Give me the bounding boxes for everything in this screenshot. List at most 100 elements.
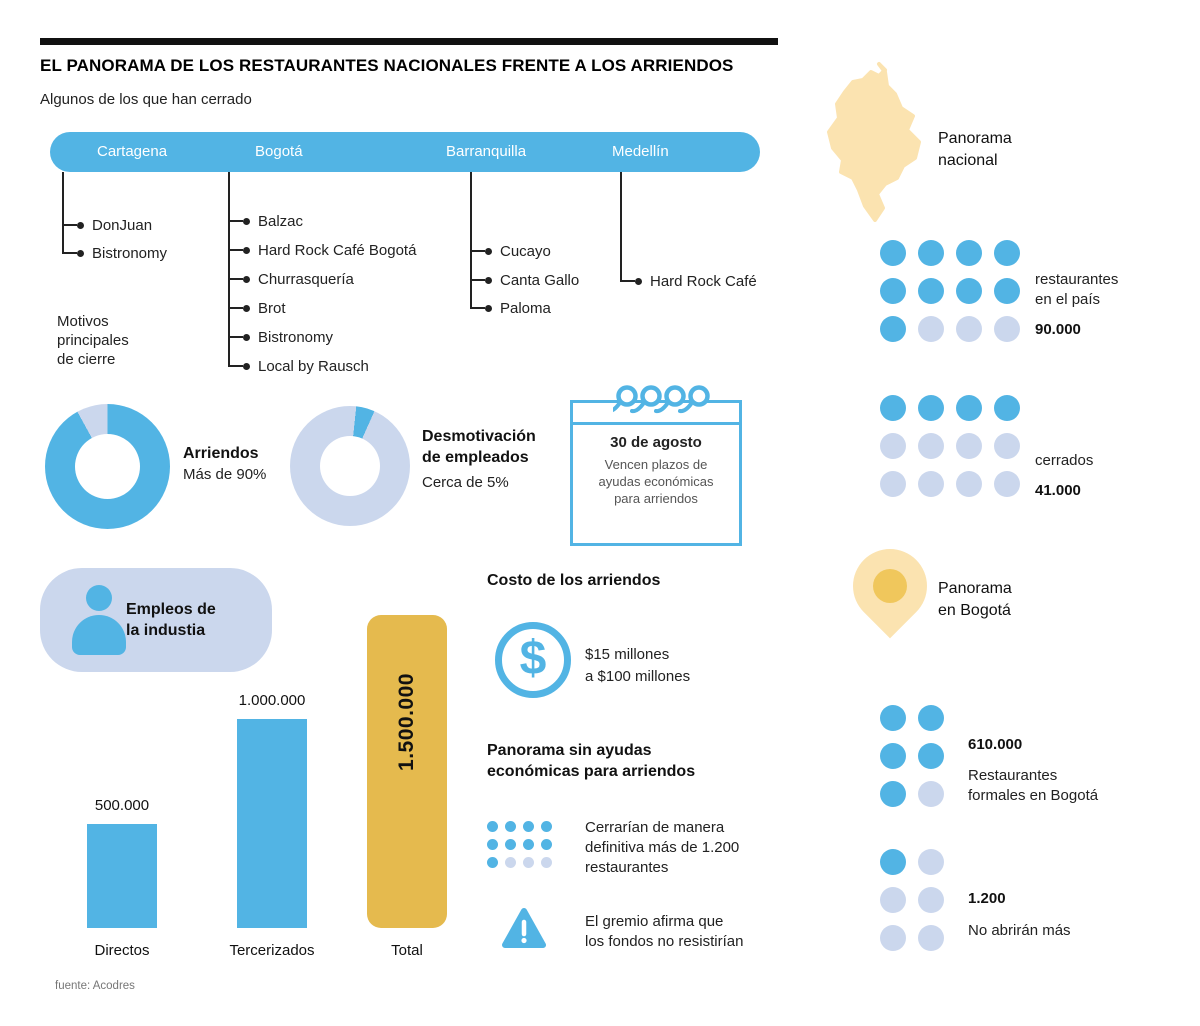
tree-connector	[620, 172, 622, 282]
closed-restaurant-item: Hard Rock Café	[620, 272, 757, 290]
bar-value-label: 500.000	[94, 797, 150, 814]
pictogram-dot	[880, 925, 906, 951]
motivos-heading: Motivos principales de cierre	[57, 313, 129, 368]
restaurantes-pais-label: restaurantes en el país	[1035, 271, 1119, 308]
tree-tick-line	[470, 279, 485, 281]
source-credit: fuente: Acodres	[55, 980, 135, 992]
closed-restaurant-name: Brot	[258, 299, 286, 317]
closed-restaurant-item: Bistronomy	[228, 328, 333, 346]
bullet-icon	[77, 221, 84, 229]
bar-directos	[87, 824, 157, 928]
bullet-icon	[243, 304, 250, 312]
calendar-card: 30 de agosto Vencen plazos de ayudas eco…	[570, 385, 742, 546]
calendar-rings-icon	[613, 385, 710, 414]
closed-restaurant-item: Paloma	[470, 299, 551, 317]
bullet-icon	[485, 276, 492, 284]
pictogram-dot	[523, 839, 534, 850]
bullet-icon	[243, 217, 250, 225]
pictogram-dot	[956, 471, 982, 497]
map-pin-icon	[837, 533, 943, 639]
bar-total: 1.500.000	[367, 615, 447, 928]
closed-restaurant-name: Hard Rock Café	[650, 272, 757, 290]
tree-connector	[228, 172, 230, 367]
calendar-header	[573, 403, 739, 425]
cerrados-value: 41.000	[1035, 482, 1081, 499]
panorama-nacional-heading: Panorama nacional	[938, 130, 1012, 169]
desmotivacion-label-block: Desmotivación de empleados Cerca de 5%	[422, 426, 536, 491]
closed-restaurant-name: Churrasquería	[258, 270, 354, 288]
tree-tick-line	[62, 252, 77, 254]
bar-category-label: Directos	[94, 942, 150, 959]
pictogram-dot	[956, 278, 982, 304]
pictogram-dot	[994, 240, 1020, 266]
closed-restaurant-name: Paloma	[500, 299, 551, 317]
pictogram-dot	[880, 395, 906, 421]
calendar-note: Vencen plazos de ayudas económicas para …	[598, 457, 714, 506]
person-icon	[86, 585, 112, 611]
pictogram-dot	[523, 821, 534, 832]
pictogram-dot	[994, 395, 1020, 421]
pictogram-dot	[880, 781, 906, 807]
closed-restaurant-name: Hard Rock Café Bogotá	[258, 241, 417, 259]
closed-restaurant-item: Local by Rausch	[228, 357, 369, 375]
pictogram-dot	[918, 433, 944, 459]
pictogram-dot	[880, 743, 906, 769]
pictogram-dot	[918, 395, 944, 421]
closed-restaurant-item: Balzac	[228, 212, 303, 230]
pictogram-dot	[918, 278, 944, 304]
pictogram-dot	[994, 316, 1020, 342]
bullet-icon	[635, 277, 642, 285]
bar-tercerizados	[237, 719, 307, 928]
desmotivacion-value: Cerca de 5%	[422, 474, 509, 491]
city-label-medellin: Medellín	[612, 143, 669, 160]
closed-restaurant-name: Bistronomy	[92, 244, 168, 262]
pictogram-dot	[956, 240, 982, 266]
pictogram-dot	[994, 433, 1020, 459]
tree-tick-line	[470, 307, 485, 309]
tree-tick-line	[228, 278, 243, 280]
pictogram-dot	[956, 395, 982, 421]
donut-chart-desmotivacion	[290, 406, 410, 526]
person-body-icon	[72, 615, 126, 655]
arriendos-value: Más de 90%	[183, 466, 267, 483]
closed-restaurant-name: DonJuan	[92, 216, 153, 234]
pictogram-dot	[918, 781, 944, 807]
pin-circle	[873, 569, 907, 603]
empleos-label: Empleos de la industia	[126, 601, 216, 639]
city-label-cartagena: Cartagena	[97, 143, 168, 160]
closed-restaurant-item: Churrasquería	[228, 270, 354, 288]
closed-restaurant-name: Canta Gallo	[500, 271, 580, 289]
pictogram-dot	[880, 471, 906, 497]
warning-icon	[502, 908, 546, 948]
bar-value-label: 1.000.000	[238, 692, 306, 709]
bullet-icon	[243, 246, 250, 254]
pictogram-dot	[918, 887, 944, 913]
bullet-icon	[243, 333, 250, 341]
bar-value-label: 1.500.000	[395, 673, 418, 771]
pictogram-dot	[880, 887, 906, 913]
calendar-date: 30 de agosto	[610, 434, 702, 451]
city-label-bogota: Bogotá	[255, 143, 303, 160]
pictogram-dot	[918, 316, 944, 342]
pictogram-dot	[541, 821, 552, 832]
gremio-text: El gremio afirma que los fondos no resis…	[585, 913, 744, 950]
closed-restaurant-name: Balzac	[258, 212, 304, 230]
formales-label: Restaurantes formales en Bogotá	[968, 767, 1099, 804]
formales-value: 610.000	[968, 736, 1023, 753]
dollar-icon: $	[495, 622, 571, 698]
page-title: EL PANORAMA DE LOS RESTAURANTES NACIONAL…	[40, 56, 734, 75]
tree-connector	[470, 172, 472, 309]
no-abriran-value: 1.200	[968, 890, 1006, 907]
colombia-map	[827, 62, 921, 222]
city-bar: Cartagena Bogotá Barranquilla Medellín	[50, 132, 760, 172]
pictogram-dot	[880, 849, 906, 875]
bar-category-label: Total	[391, 942, 423, 959]
closed-restaurant-item: Bistronomy	[62, 244, 167, 262]
closed-restaurant-item: Cucayo	[470, 242, 551, 260]
costo-heading: Costo de los arriendos	[487, 572, 661, 589]
bar-category-label: Tercerizados	[229, 942, 315, 959]
pictogram-dot	[487, 821, 498, 832]
costo-range: $15 millones a $100 millones	[585, 646, 691, 685]
tree-tick-line	[62, 224, 77, 226]
